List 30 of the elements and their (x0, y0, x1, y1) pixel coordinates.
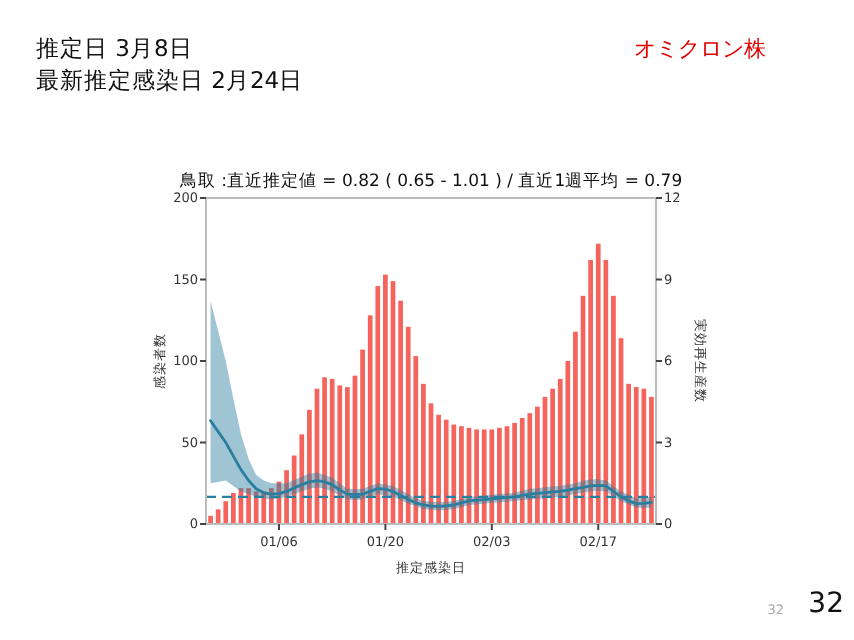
bar (595, 243, 601, 524)
text: オミクロン株 (634, 36, 766, 62)
text: 32 (808, 588, 844, 620)
bar (223, 501, 229, 524)
bar (215, 509, 221, 524)
bar (337, 385, 343, 524)
line-series (209, 419, 653, 508)
bar (231, 493, 236, 524)
bar (474, 429, 479, 524)
bar (527, 413, 533, 524)
bar (322, 377, 327, 524)
bar (443, 419, 449, 524)
bar (451, 424, 457, 524)
bar (633, 387, 639, 524)
bar (519, 418, 525, 524)
bar (649, 396, 654, 524)
bar (497, 427, 502, 524)
bar (481, 429, 487, 524)
bar (383, 274, 388, 524)
bar (489, 429, 495, 524)
bar (459, 426, 464, 524)
bar (246, 488, 251, 524)
bar (512, 422, 517, 524)
bar (641, 388, 647, 524)
text: 推定日 3月8日 (36, 34, 193, 62)
text: 最新推定感染日 2月24日 (36, 66, 304, 94)
bar (329, 378, 335, 524)
chart-title: 鳥取 :直近推定値 = 0.82 ( 0.65 - 1.01 ) / 直近1週平均 = 0.79 (177, 170, 683, 192)
bar (253, 491, 259, 524)
bar (208, 515, 213, 524)
